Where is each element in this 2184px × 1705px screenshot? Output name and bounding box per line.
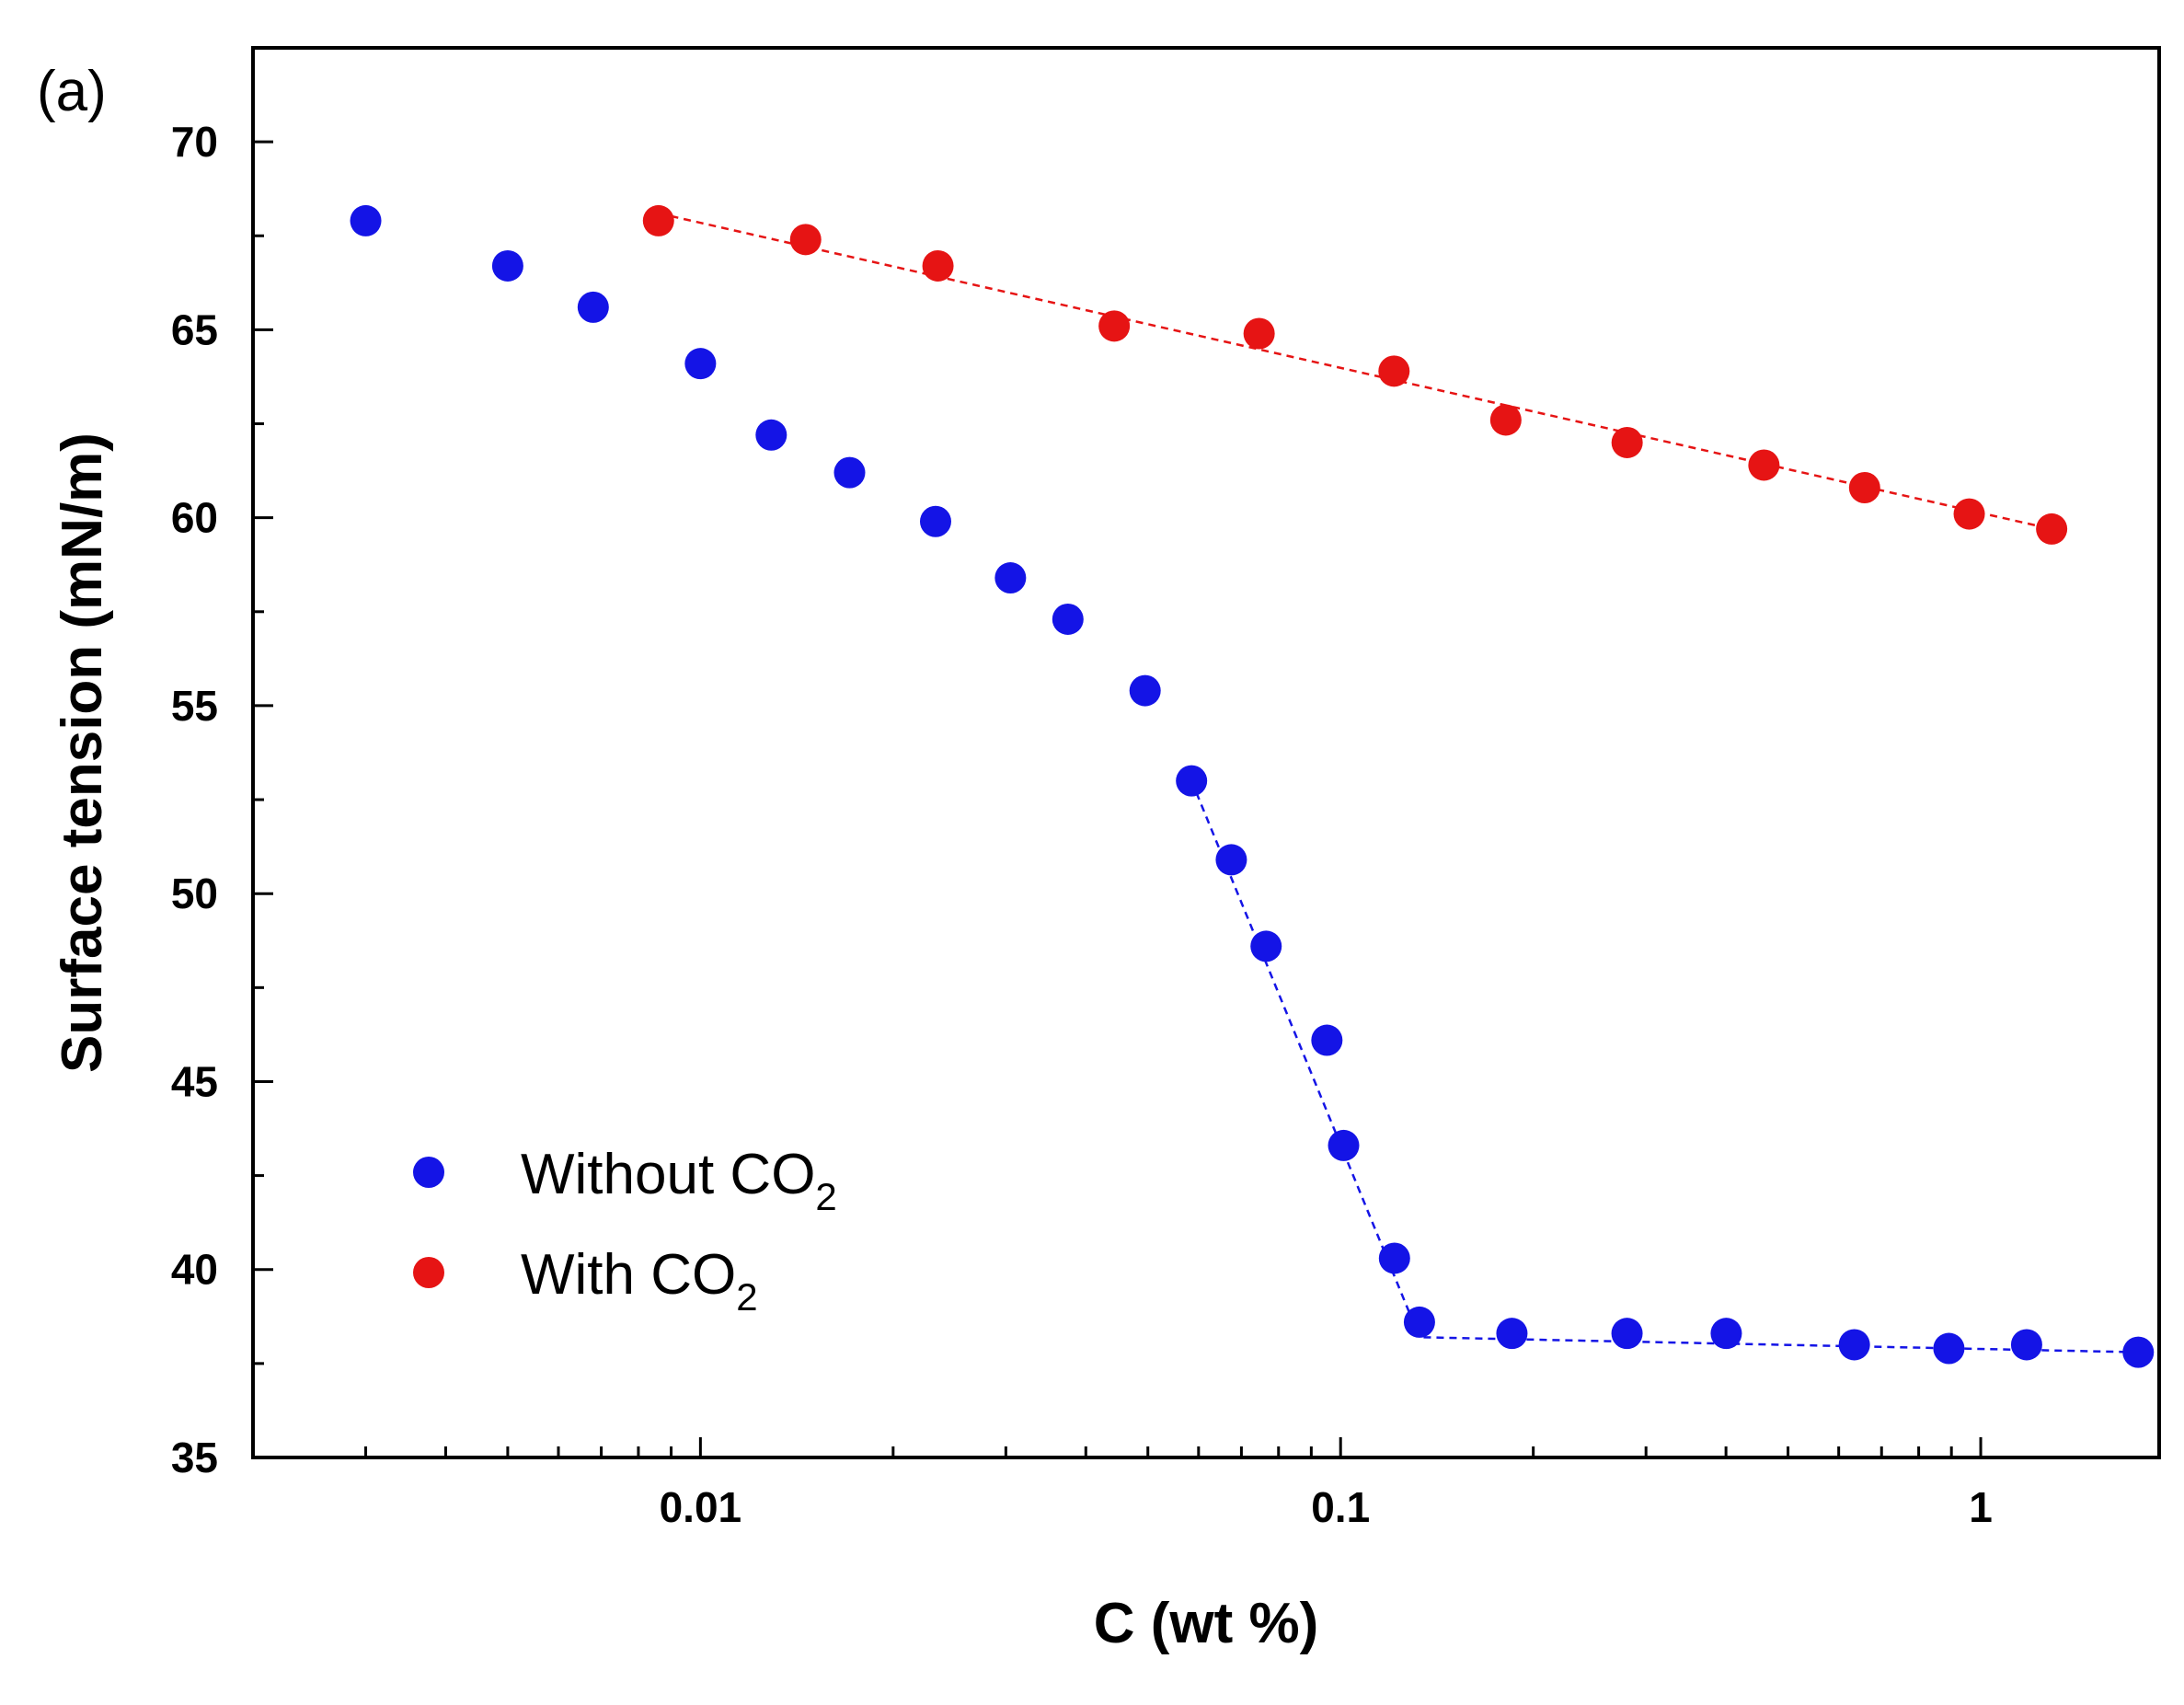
y-tick-label: 40 — [171, 1246, 218, 1294]
data-point-series-0 — [919, 505, 951, 537]
data-point-series-0 — [1403, 1306, 1435, 1338]
legend-label-without-co2: Without CO2 — [521, 1143, 837, 1218]
data-point-series-0 — [755, 419, 787, 451]
x-tick-label: 0.1 — [1311, 1483, 1370, 1531]
data-point-series-0 — [1215, 844, 1247, 876]
y-tick-label: 55 — [171, 682, 218, 730]
data-point-series-0 — [491, 249, 523, 282]
legend-marker-with-co2 — [413, 1257, 444, 1288]
x-axis: 0.01 0.1 1 — [251, 1437, 1993, 1531]
data-point-series-1 — [1848, 471, 1880, 503]
data-point-series-0 — [1311, 1024, 1343, 1056]
y-tick-label: 45 — [171, 1057, 218, 1105]
data-point-series-0 — [577, 291, 609, 323]
legend-label-with-co2-subscript: 2 — [736, 1275, 757, 1319]
legend: Without CO2 With CO2 — [413, 1143, 837, 1319]
y-tick-label: 50 — [171, 870, 218, 917]
x-axis-title: C (wt %) — [1094, 1592, 1319, 1655]
data-point-series-0 — [1838, 1329, 1870, 1361]
x-tick-label: 0.01 — [660, 1483, 742, 1531]
y-tick-label: 60 — [171, 494, 218, 542]
data-point-series-1 — [1611, 426, 1643, 458]
data-point-series-1 — [1953, 498, 1985, 530]
data-point-series-0 — [350, 204, 382, 236]
data-point-series-1 — [1748, 449, 1780, 481]
legend-label-with-co2-text: With CO — [521, 1243, 736, 1307]
data-point-series-1 — [922, 249, 954, 282]
data-point-series-0 — [1710, 1318, 1742, 1350]
data-point-series-0 — [1378, 1242, 1410, 1274]
data-point-series-1 — [1243, 317, 1275, 350]
y-tick-label: 65 — [171, 305, 218, 353]
fit-line-series-1 — [658, 212, 2052, 531]
legend-label-with-co2: With CO2 — [521, 1243, 758, 1319]
data-point-series-0 — [1052, 603, 1084, 635]
data-point-series-0 — [684, 348, 717, 380]
fit-lines — [658, 212, 2139, 1354]
legend-marker-without-co2 — [413, 1157, 444, 1188]
x-tick-label: 1 — [1969, 1483, 1993, 1531]
data-point-series-0 — [1933, 1332, 1965, 1365]
data-point-series-1 — [642, 204, 674, 236]
data-point-series-0 — [2122, 1336, 2155, 1368]
plot-frame — [251, 46, 2161, 1459]
data-point-series-0 — [833, 456, 866, 489]
y-axis: 35 40 45 50 55 60 65 70 — [171, 46, 273, 1481]
fit-line-series-0 — [1190, 780, 2139, 1354]
legend-label-without-co2-text: Without CO — [521, 1143, 815, 1206]
data-point-series-1 — [1378, 355, 1410, 387]
data-point-series-0 — [1250, 930, 1282, 962]
y-tick-label: 35 — [171, 1434, 218, 1481]
data-point-series-1 — [2036, 513, 2068, 545]
data-point-series-1 — [1098, 310, 1131, 342]
y-axis-title: Surface tension (mN/m) — [51, 432, 114, 1073]
data-point-series-0 — [1611, 1318, 1643, 1350]
data-point-series-1 — [1489, 404, 1522, 436]
data-point-series-0 — [994, 562, 1027, 594]
legend-label-without-co2-subscript: 2 — [815, 1175, 836, 1218]
panel-label: (a) — [37, 60, 107, 123]
data-point-series-0 — [1176, 765, 1208, 797]
data-point-series-0 — [2010, 1329, 2042, 1361]
y-tick-label: 70 — [171, 118, 218, 166]
data-point-series-0 — [1328, 1129, 1360, 1161]
data-points — [350, 204, 2155, 1368]
data-point-series-0 — [1129, 674, 1161, 707]
data-point-series-1 — [789, 224, 822, 256]
data-point-series-0 — [1496, 1318, 1528, 1350]
